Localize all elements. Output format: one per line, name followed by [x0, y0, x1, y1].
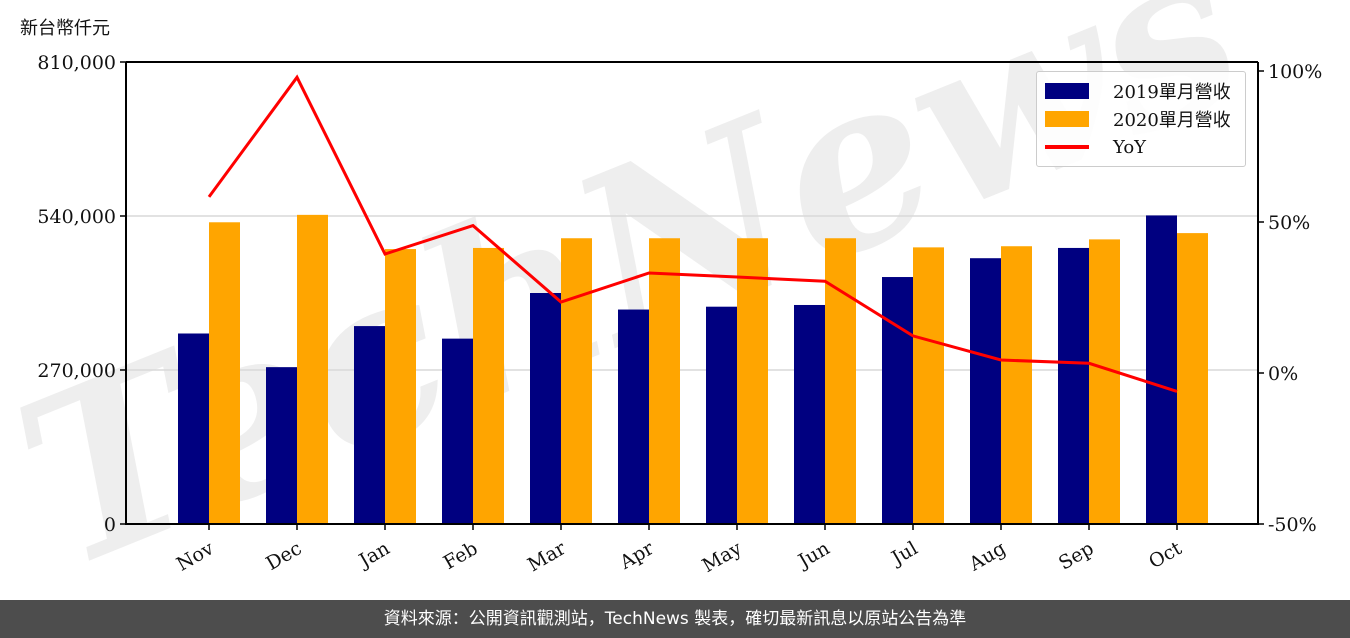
bar-series	[178, 214, 1208, 525]
legend-label-yoy: YoY	[1113, 136, 1147, 158]
bar-2020-feb	[473, 247, 504, 524]
source-footer: 資料來源：公開資訊觀測站，TechNews 製表，確切最新訊息以原站公告為準	[0, 600, 1350, 638]
left-tick-label: 810,000	[37, 52, 116, 74]
x-tick-label-may: May	[699, 537, 746, 577]
bar-2019-jun	[794, 304, 825, 524]
bar-2020-oct	[1177, 233, 1208, 524]
bar-2020-may	[737, 238, 768, 524]
bar-2019-mar	[530, 293, 561, 524]
legend-label-2020: 2020單月營收	[1113, 110, 1231, 131]
bar-2019-dec	[266, 367, 297, 524]
bar-2019-jan	[354, 326, 385, 524]
bar-2019-jul	[882, 277, 913, 524]
bar-2020-jun	[825, 238, 856, 524]
x-tick-label-oct: Oct	[1145, 537, 1186, 573]
legend-label-2019: 2019單月營收	[1113, 82, 1231, 103]
right-tick-label: 100%	[1268, 61, 1322, 83]
bar-2020-sep	[1089, 239, 1120, 524]
x-tick-label-apr: Apr	[615, 537, 658, 574]
left-tick-label: 540,000	[37, 206, 116, 228]
x-tick-label-mar: Mar	[524, 537, 570, 576]
bar-2020-nov	[209, 222, 240, 524]
bar-2020-mar	[561, 238, 592, 524]
bar-2019-oct	[1146, 215, 1177, 524]
x-tick-label-feb: Feb	[440, 537, 482, 574]
legend-item-2020: 2020單月營收	[1045, 106, 1231, 132]
x-tick-label-sep: Sep	[1055, 537, 1098, 574]
bar-2019-may	[706, 306, 737, 524]
left-tick-label: 0	[104, 514, 116, 536]
bar-2020-jul	[913, 247, 944, 525]
right-tick-label: 0%	[1268, 363, 1298, 385]
legend-item-yoy: YoY	[1045, 134, 1146, 160]
bar-2019-feb	[442, 338, 473, 524]
bar-2019-nov	[178, 333, 209, 524]
x-tick-label-aug: Aug	[965, 537, 1010, 576]
yoy-line	[207, 74, 1178, 393]
left-tick-label: 270,000	[37, 360, 116, 382]
y-axis-unit-label: 新台幣仟元	[20, 18, 110, 39]
legend-swatch-2020	[1045, 111, 1089, 127]
x-tick-label-jan: Jan	[354, 537, 394, 573]
bar-2019-apr	[618, 309, 649, 524]
bar-2019-sep	[1058, 247, 1089, 524]
legend-line-yoy	[1045, 145, 1089, 149]
right-tick-label: -50%	[1268, 514, 1317, 536]
bar-2019-aug	[970, 258, 1001, 524]
legend: 2019單月營收 2020單月營收 YoY	[1036, 71, 1246, 167]
bar-2020-aug	[1001, 246, 1032, 525]
bar-2020-apr	[649, 238, 680, 524]
yoy-polyline	[207, 74, 1178, 393]
x-tick-label-jun: Jun	[793, 537, 834, 573]
legend-swatch-2019	[1045, 83, 1089, 99]
right-tick-label: 50%	[1268, 212, 1310, 234]
bar-2020-dec	[297, 214, 328, 524]
legend-item-2019: 2019單月營收	[1045, 78, 1231, 104]
bar-2020-jan	[385, 249, 416, 524]
x-tick-label-jul: Jul	[886, 537, 921, 570]
